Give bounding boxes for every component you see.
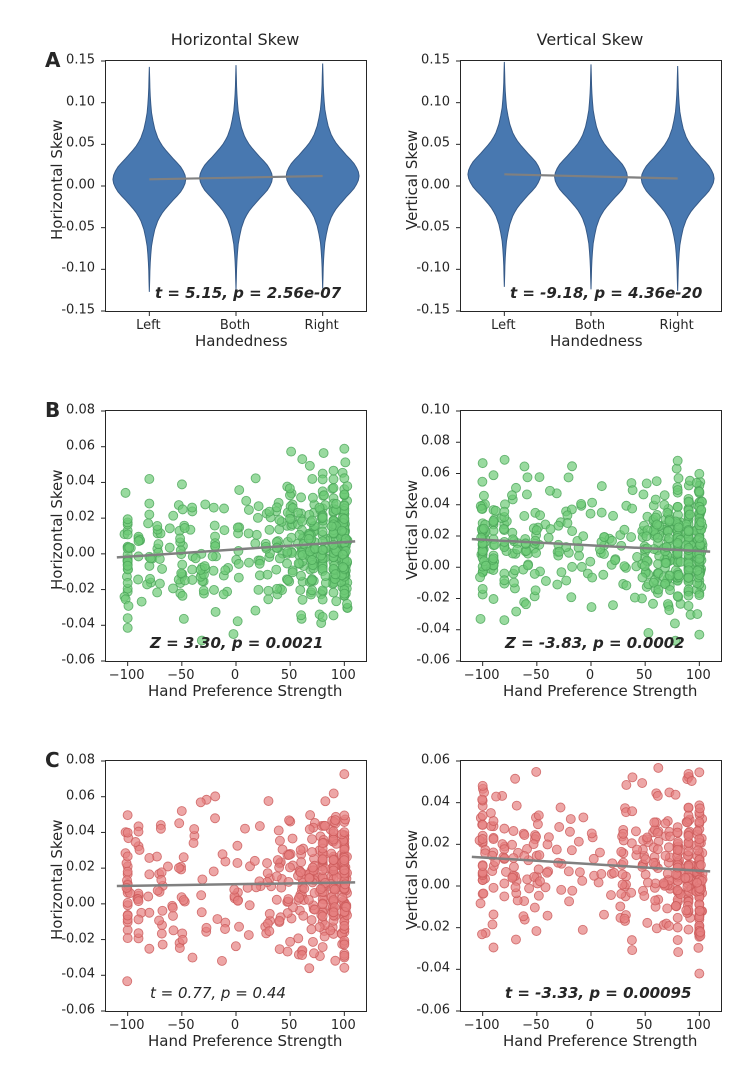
- tick-label: 0.10: [53, 94, 95, 109]
- tick-label: 0.00: [53, 895, 95, 910]
- tick-label: Left: [491, 318, 515, 333]
- tick-label: 100: [331, 1018, 356, 1033]
- tick-label: −50: [167, 668, 194, 683]
- tick-label: 0.02: [408, 836, 450, 851]
- tick-label: 0: [586, 668, 594, 683]
- xlabel-a-left: Handedness: [195, 332, 288, 350]
- panel-a-left: [105, 60, 367, 312]
- xlabel-b-right: Hand Preference Strength: [503, 682, 697, 700]
- panel-b-left-svg: [106, 411, 366, 661]
- tick-label: -0.02: [408, 590, 450, 605]
- tick-label: 0.10: [408, 94, 450, 109]
- tick-label: -0.06: [53, 1003, 95, 1018]
- panel-c-left: [105, 760, 367, 1012]
- col-title-right: Vertical Skew: [460, 30, 720, 49]
- tick-label: 0.10: [408, 403, 450, 418]
- tick-label: -0.04: [408, 961, 450, 976]
- tick-label: 50: [281, 668, 298, 683]
- tick-label: 0.06: [53, 438, 95, 453]
- tick-label: −50: [522, 1018, 549, 1033]
- tick-label: 0.06: [408, 465, 450, 480]
- panel-b-left: [105, 410, 367, 662]
- tick-label: 0.00: [408, 878, 450, 893]
- stat-annotation: Z = -3.83, p = 0.0002: [505, 634, 685, 652]
- tick-label: 0.04: [53, 824, 95, 839]
- tick-label: 0: [231, 1018, 239, 1033]
- tick-label: −100: [109, 1018, 145, 1033]
- tick-label: Right: [660, 318, 694, 333]
- tick-label: 0.00: [53, 178, 95, 193]
- panel-c-right-svg: [461, 761, 721, 1011]
- tick-label: 100: [686, 668, 711, 683]
- tick-label: Left: [136, 318, 160, 333]
- tick-label: 0: [586, 1018, 594, 1033]
- panel-b-right: [460, 410, 722, 662]
- tick-label: 0.00: [408, 178, 450, 193]
- panel-c-right: [460, 760, 722, 1012]
- tick-label: 0.00: [53, 545, 95, 560]
- tick-label: -0.10: [408, 261, 450, 276]
- tick-label: 0.08: [408, 434, 450, 449]
- figure-root: Horizontal Skew Vertical Skew A B C Hori…: [0, 0, 750, 1066]
- stat-annotation: t = 0.77, p = 0.44: [150, 984, 286, 1002]
- tick-label: -0.04: [53, 967, 95, 982]
- tick-label: -0.10: [53, 261, 95, 276]
- panel-c-left-svg: [106, 761, 366, 1011]
- panel-b-right-svg: [461, 411, 721, 661]
- panel-a-left-svg: [106, 61, 366, 311]
- tick-label: 0.05: [53, 136, 95, 151]
- tick-label: 0.15: [53, 53, 95, 68]
- tick-label: −50: [167, 1018, 194, 1033]
- tick-label: 0.02: [53, 510, 95, 525]
- tick-label: 100: [686, 1018, 711, 1033]
- col-title-left: Horizontal Skew: [105, 30, 365, 49]
- tick-label: 0.04: [408, 794, 450, 809]
- tick-label: -0.02: [408, 919, 450, 934]
- xlabel-c-right: Hand Preference Strength: [503, 1032, 697, 1050]
- tick-label: -0.06: [53, 653, 95, 668]
- tick-label: -0.02: [53, 931, 95, 946]
- tick-label: 0.08: [53, 753, 95, 768]
- tick-label: -0.06: [408, 1003, 450, 1018]
- tick-label: −100: [109, 668, 145, 683]
- stat-annotation: t = 5.15, p = 2.56e-07: [155, 284, 341, 302]
- tick-label: -0.15: [53, 303, 95, 318]
- tick-label: 50: [281, 1018, 298, 1033]
- tick-label: 50: [636, 1018, 653, 1033]
- tick-label: 0.05: [408, 136, 450, 151]
- tick-label: -0.05: [408, 219, 450, 234]
- tick-label: 0.06: [408, 753, 450, 768]
- tick-label: -0.04: [408, 621, 450, 636]
- tick-label: 0: [231, 668, 239, 683]
- tick-label: 0.08: [53, 403, 95, 418]
- tick-label: 0.00: [408, 559, 450, 574]
- tick-label: Both: [220, 318, 250, 333]
- tick-label: -0.06: [408, 653, 450, 668]
- tick-label: 0.06: [53, 788, 95, 803]
- panel-a-right-svg: [461, 61, 721, 311]
- stat-annotation: t = -9.18, p = 4.36e-20: [510, 284, 702, 302]
- tick-label: 100: [331, 668, 356, 683]
- panel-a-right: [460, 60, 722, 312]
- xlabel-c-left: Hand Preference Strength: [148, 1032, 342, 1050]
- tick-label: Right: [305, 318, 339, 333]
- tick-label: 0.15: [408, 53, 450, 68]
- tick-label: −100: [464, 668, 500, 683]
- stat-annotation: t = -3.33, p = 0.00095: [505, 984, 691, 1002]
- tick-label: 50: [636, 668, 653, 683]
- tick-label: -0.04: [53, 617, 95, 632]
- tick-label: Both: [575, 318, 605, 333]
- tick-label: 0.04: [53, 474, 95, 489]
- tick-label: 0.02: [53, 860, 95, 875]
- tick-label: 0.04: [408, 496, 450, 511]
- tick-label: −50: [522, 668, 549, 683]
- tick-label: −100: [464, 1018, 500, 1033]
- tick-label: -0.15: [408, 303, 450, 318]
- tick-label: -0.05: [53, 219, 95, 234]
- stat-annotation: Z = 3.30, p = 0.0021: [150, 634, 323, 652]
- xlabel-a-right: Handedness: [550, 332, 643, 350]
- tick-label: -0.02: [53, 581, 95, 596]
- xlabel-b-left: Hand Preference Strength: [148, 682, 342, 700]
- tick-label: 0.02: [408, 528, 450, 543]
